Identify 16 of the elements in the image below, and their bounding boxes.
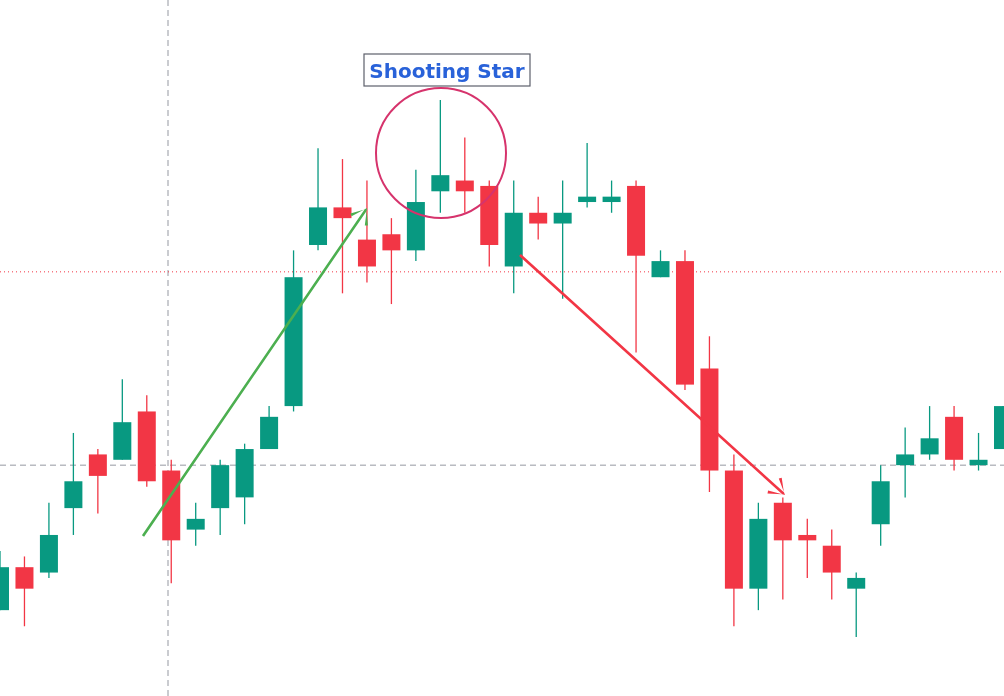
candlestick: [602, 179, 621, 214]
candlestick: [431, 99, 450, 214]
candlestick: [651, 249, 670, 278]
candlestick: [798, 518, 817, 579]
candlestick: [529, 196, 548, 241]
candlestick: [969, 432, 988, 472]
candlestick: [15, 555, 34, 627]
text: Shooting Star: [369, 59, 525, 83]
candlestick: [553, 179, 572, 300]
candlestick: [88, 448, 107, 515]
candlestick: [920, 405, 939, 461]
candlestick: [896, 426, 915, 499]
candlestick: [455, 136, 474, 214]
candlestick: [186, 502, 205, 547]
candlestick: [578, 142, 597, 209]
candlestick: [847, 571, 866, 638]
